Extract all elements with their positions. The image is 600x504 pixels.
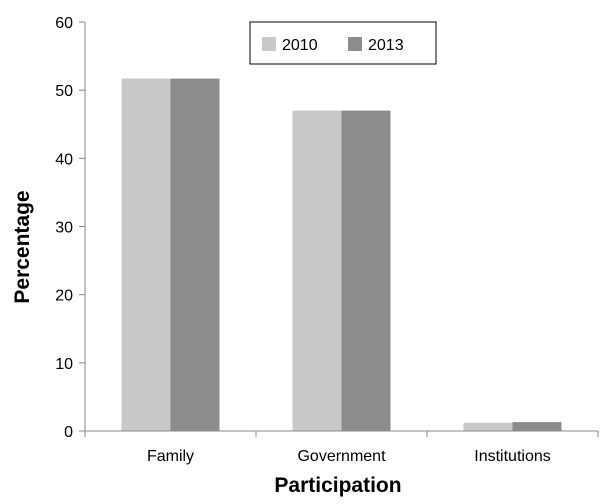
bar-2010-family <box>121 78 171 431</box>
x-tick-label-family: Family <box>147 448 194 465</box>
bar-2013-institutions <box>512 422 562 431</box>
y-tick-label-10: 10 <box>55 356 73 373</box>
y-tick-label-20: 20 <box>55 288 73 305</box>
y-tick-label-40: 40 <box>55 151 73 168</box>
legend: 2010 2013 <box>249 21 437 65</box>
axes: 0 10 20 30 40 50 60 Family Government Institution… <box>55 15 599 465</box>
bar-2013-family <box>170 78 220 431</box>
x-tick-label-institutions: Institutions <box>474 448 550 465</box>
legend-box <box>249 21 437 65</box>
bar-2013-government <box>341 110 391 431</box>
y-tick-label-0: 0 <box>64 424 73 441</box>
bar-2010-institutions <box>463 422 513 431</box>
legend-swatch-2013 <box>348 37 362 51</box>
plot-area <box>121 78 562 431</box>
y-axis-title: Percentage <box>11 190 34 303</box>
x-axis-title: Participation <box>274 474 401 497</box>
y-tick-label-30: 30 <box>55 220 73 237</box>
x-tick-label-government: Government <box>297 448 386 465</box>
y-tick-label-60: 60 <box>55 15 73 32</box>
bar-2010-government <box>292 110 342 431</box>
legend-label-2010: 2010 <box>282 37 318 54</box>
y-tick-label-50: 50 <box>55 83 73 100</box>
legend-swatch-2010 <box>262 37 276 51</box>
legend-label-2013: 2013 <box>368 37 404 54</box>
